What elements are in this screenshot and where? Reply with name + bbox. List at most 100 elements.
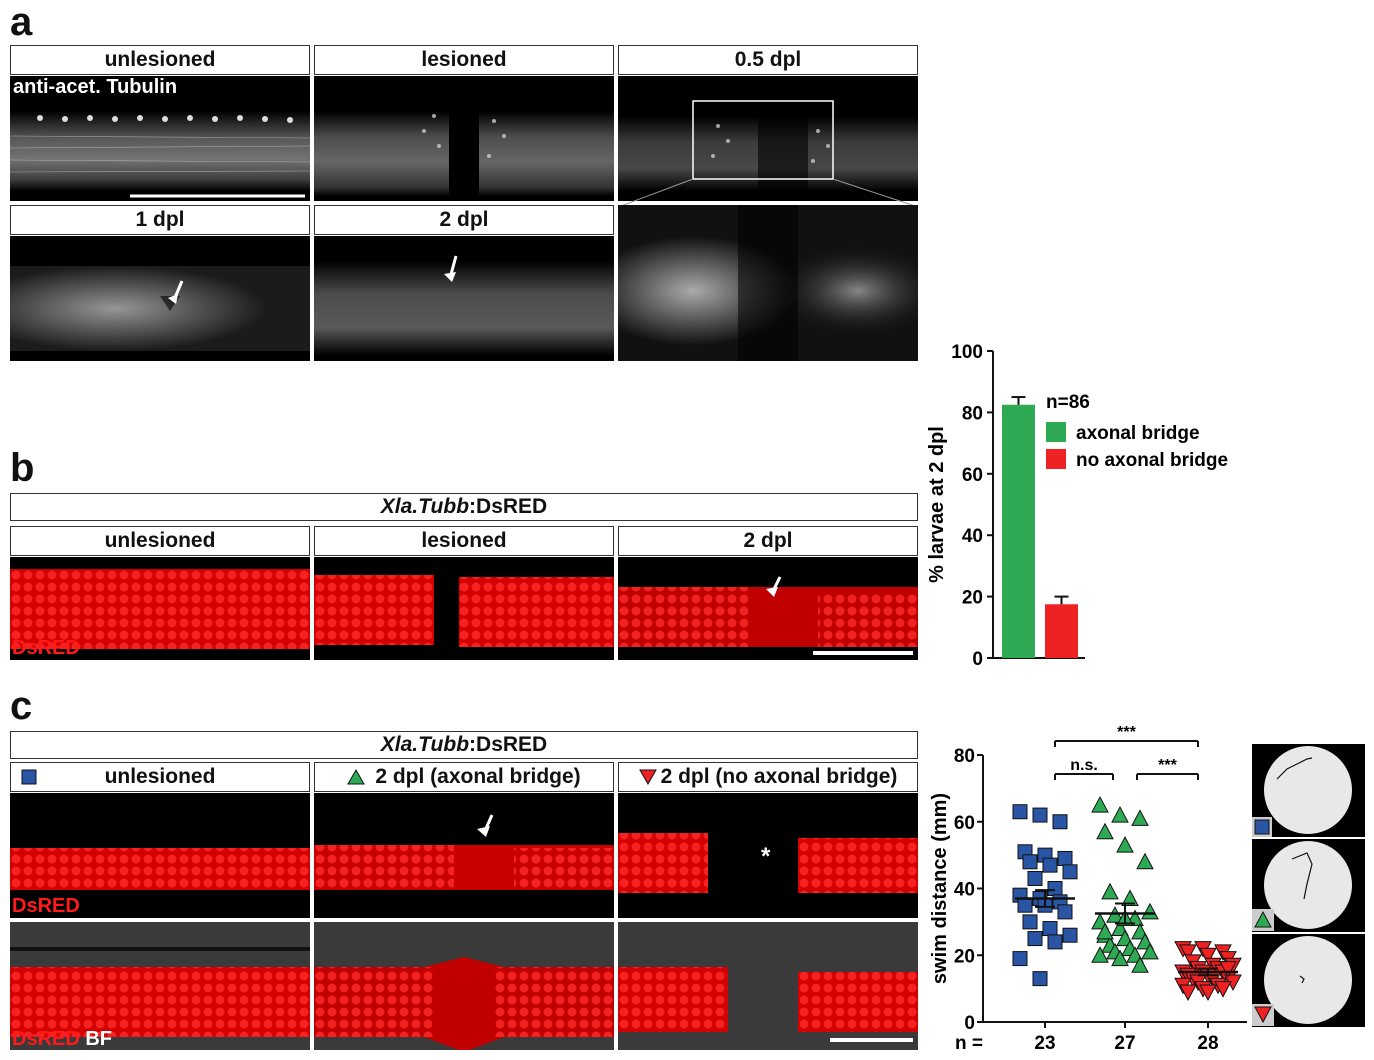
scatter-point-square bbox=[1042, 921, 1058, 937]
micrograph-a-05dpl bbox=[618, 76, 918, 201]
scatter-point-triangle bbox=[1116, 836, 1134, 853]
scatter-point-square bbox=[1062, 927, 1078, 943]
significance-label: *** bbox=[1158, 757, 1177, 774]
micrograph-c-nobridge-bf bbox=[618, 922, 918, 1050]
scatter-point-square bbox=[1022, 914, 1038, 930]
bar-legend-label: no axonal bridge bbox=[1076, 450, 1228, 471]
scatter-point-square bbox=[1032, 971, 1048, 987]
bar-y-tick-label: 60 bbox=[962, 465, 983, 486]
bar-y-tick-label: 0 bbox=[972, 649, 983, 670]
panel-c-channel-bottom-bf: BF bbox=[85, 1028, 113, 1050]
panel-b-title-gene: Xla.Tubb bbox=[380, 495, 470, 518]
panel-c-channel-bottom-dsred: DsRED bbox=[12, 1028, 80, 1050]
scatter-point-triangle bbox=[1141, 902, 1159, 920]
scatter-point-square bbox=[1032, 807, 1048, 823]
panel-c-header-bridge-label: 2 dpl (axonal bridge) bbox=[375, 765, 581, 788]
bar-legend-swatch bbox=[1046, 422, 1066, 442]
panel-a-header-1dpl: 1 dpl bbox=[10, 205, 310, 235]
scatter-point-triangle bbox=[1131, 809, 1149, 826]
panel-a-header-lesioned: lesioned bbox=[314, 45, 614, 75]
panel-a-letter: a bbox=[10, 0, 33, 44]
track-green-triangle-icon bbox=[1254, 910, 1272, 928]
scatter-point-triangle bbox=[1091, 946, 1109, 963]
micrograph-a-1dpl bbox=[10, 236, 310, 361]
panel-c-letter: c bbox=[10, 684, 33, 728]
scatter-n-value: 28 bbox=[1197, 1033, 1218, 1054]
scatter-point-triangle-down bbox=[1179, 944, 1197, 961]
bar-n-label: n=86 bbox=[1046, 392, 1090, 413]
micrograph-c-bridge-bf bbox=[314, 922, 614, 1050]
swim-track-bridge bbox=[1252, 839, 1365, 932]
track-blue-square-icon bbox=[1254, 819, 1270, 835]
scatter-point-triangle bbox=[1111, 949, 1129, 967]
scatter-n-value: 23 bbox=[1034, 1033, 1055, 1054]
panel-b-header-2dpl: 2 dpl bbox=[618, 526, 918, 556]
scatter-point-square bbox=[1012, 804, 1028, 820]
panel-c-title: Xla.Tubb:DsRED bbox=[10, 731, 918, 759]
zoom-guide-lines bbox=[620, 178, 916, 207]
micrograph-b-lesioned bbox=[314, 557, 614, 660]
panel-c-header-nobridge-label: 2 dpl (no axonal bridge) bbox=[660, 765, 898, 788]
panel-c-header-bridge: 2 dpl (axonal bridge) bbox=[314, 762, 614, 792]
scatter-point-triangle bbox=[1136, 852, 1154, 870]
micrograph-c-bridge-dsred bbox=[314, 793, 614, 918]
micrograph-a-2dpl bbox=[314, 236, 614, 361]
track-red-triangle-icon bbox=[1254, 1006, 1272, 1024]
scatter-point-triangle-down bbox=[1179, 984, 1197, 1002]
scatter-point-square bbox=[1057, 904, 1073, 920]
bar-y-tick-label: 100 bbox=[951, 342, 983, 363]
bar-axonal-bridge bbox=[1002, 404, 1035, 658]
scatter-y-tick-label: 20 bbox=[954, 946, 975, 967]
scatter-y-tick-label: 60 bbox=[954, 813, 975, 834]
panel-b-letter: b bbox=[10, 446, 35, 490]
scatter-point-square bbox=[1052, 814, 1068, 830]
micrograph-c-unlesioned-dsred bbox=[10, 793, 310, 918]
panel-a-header-2dpl: 2 dpl bbox=[314, 205, 614, 235]
scatter-point-square bbox=[1017, 897, 1033, 913]
scatter-point-triangle bbox=[1096, 822, 1114, 840]
scatter-y-axis-label: swim distance (mm) bbox=[929, 793, 951, 984]
scatter-point-square bbox=[1027, 931, 1043, 947]
scatter-point-triangle-down bbox=[1199, 984, 1217, 1002]
panel-c-channel-top: DsRED bbox=[12, 895, 80, 917]
panel-c-channel-bottom: DsRED BF bbox=[12, 1028, 112, 1051]
scatter-point-triangle-down bbox=[1199, 947, 1217, 965]
panel-b-header-unlesioned: unlesioned bbox=[10, 526, 310, 556]
scatter-point-triangle bbox=[1111, 806, 1129, 823]
significance-label: *** bbox=[1117, 724, 1136, 741]
significance-label: n.s. bbox=[1070, 757, 1098, 774]
scatter-y-tick-label: 40 bbox=[954, 880, 975, 901]
scatter-point-square bbox=[1042, 857, 1058, 873]
panel-a-header-05dpl: 0.5 dpl bbox=[618, 45, 918, 75]
bar-chart: 0 20 40 60 80 100 % larvae at 2 dpl n=86 axonal … bbox=[926, 342, 1228, 670]
micrograph-b-unlesioned bbox=[10, 557, 310, 660]
swim-track-nobridge bbox=[1252, 934, 1365, 1027]
scatter-point-triangle-down bbox=[1219, 961, 1237, 978]
micrograph-c-nobridge-dsred: * bbox=[618, 793, 918, 918]
bar-y-tick-label: 40 bbox=[962, 526, 983, 547]
panel-c-header-unlesioned: unlesioned bbox=[10, 762, 310, 792]
bar-legend-swatch bbox=[1046, 449, 1066, 469]
scatter-y-tick-label: 80 bbox=[954, 746, 975, 767]
panel-b-channel-label: DsRED bbox=[12, 637, 80, 659]
scatter-point-triangle-down bbox=[1214, 981, 1232, 998]
scatter-point-triangle bbox=[1131, 956, 1149, 973]
bar-y-tick-label: 80 bbox=[962, 403, 983, 424]
scatter-point-square bbox=[1022, 854, 1038, 870]
panel-c-title-rest: :DsRED bbox=[469, 733, 548, 756]
scatter-point-square bbox=[1062, 864, 1078, 880]
panel-b-header-lesioned: lesioned bbox=[314, 526, 614, 556]
panel-c-title-gene: Xla.Tubb bbox=[380, 733, 470, 756]
scatter-point-square bbox=[1012, 951, 1028, 967]
scatter-point-triangle bbox=[1101, 882, 1119, 900]
bar-no-axonal-bridge bbox=[1045, 604, 1078, 658]
panel-b-title: Xla.Tubb:DsRED bbox=[10, 493, 918, 521]
panel-b-title-rest: :DsRED bbox=[469, 495, 548, 518]
micrograph-a-zoom bbox=[618, 205, 918, 361]
scatter-point-square bbox=[1047, 934, 1063, 950]
micrograph-a-lesioned bbox=[314, 76, 614, 201]
panel-a-stain-label: anti-acet. Tubulin bbox=[13, 76, 178, 98]
scatter-n-prefix: n = bbox=[955, 1033, 983, 1054]
bar-y-tick-label: 20 bbox=[962, 588, 983, 609]
scatter-point-triangle bbox=[1141, 942, 1159, 960]
